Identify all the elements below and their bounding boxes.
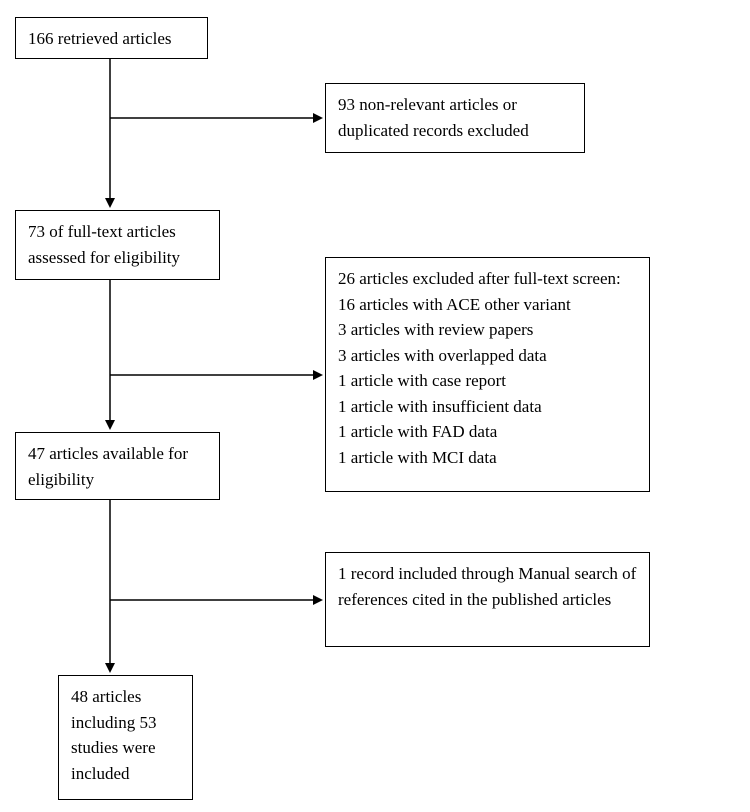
node-excluded-nonrelevant: 93 non-relevant articles or duplicated r… [325,83,585,153]
node-text: 73 of full-text articles assessed for el… [28,222,180,267]
node-retrieved: 166 retrieved articles [15,17,208,59]
node-text: 93 non-relevant articles or duplicated r… [338,95,529,140]
node-excluded-fulltext: 26 articles excluded after full-text scr… [325,257,650,492]
node-text: 47 articles available for eligibility [28,444,188,489]
node-line: 3 articles with review papers [338,320,533,339]
node-text: 166 retrieved articles [28,29,172,48]
node-included: 48 articles including 53 studies were in… [58,675,193,800]
node-line: 3 articles with overlapped data [338,346,547,365]
node-line: 48 articles [71,687,141,706]
node-manual-search: 1 record included through Manual search … [325,552,650,647]
node-line: including 53 [71,713,156,732]
node-line: 16 articles with ACE other variant [338,295,571,314]
node-available: 47 articles available for eligibility [15,432,220,500]
node-line: 1 article with case report [338,371,506,390]
node-line: 1 article with insufficient data [338,397,542,416]
node-line: 1 article with MCI data [338,448,497,467]
node-line: included [71,764,130,783]
node-fulltext: 73 of full-text articles assessed for el… [15,210,220,280]
node-line: 1 article with FAD data [338,422,497,441]
node-line: studies were [71,738,156,757]
node-line: 26 articles excluded after full-text scr… [338,269,621,288]
node-text: 1 record included through Manual search … [338,564,636,609]
